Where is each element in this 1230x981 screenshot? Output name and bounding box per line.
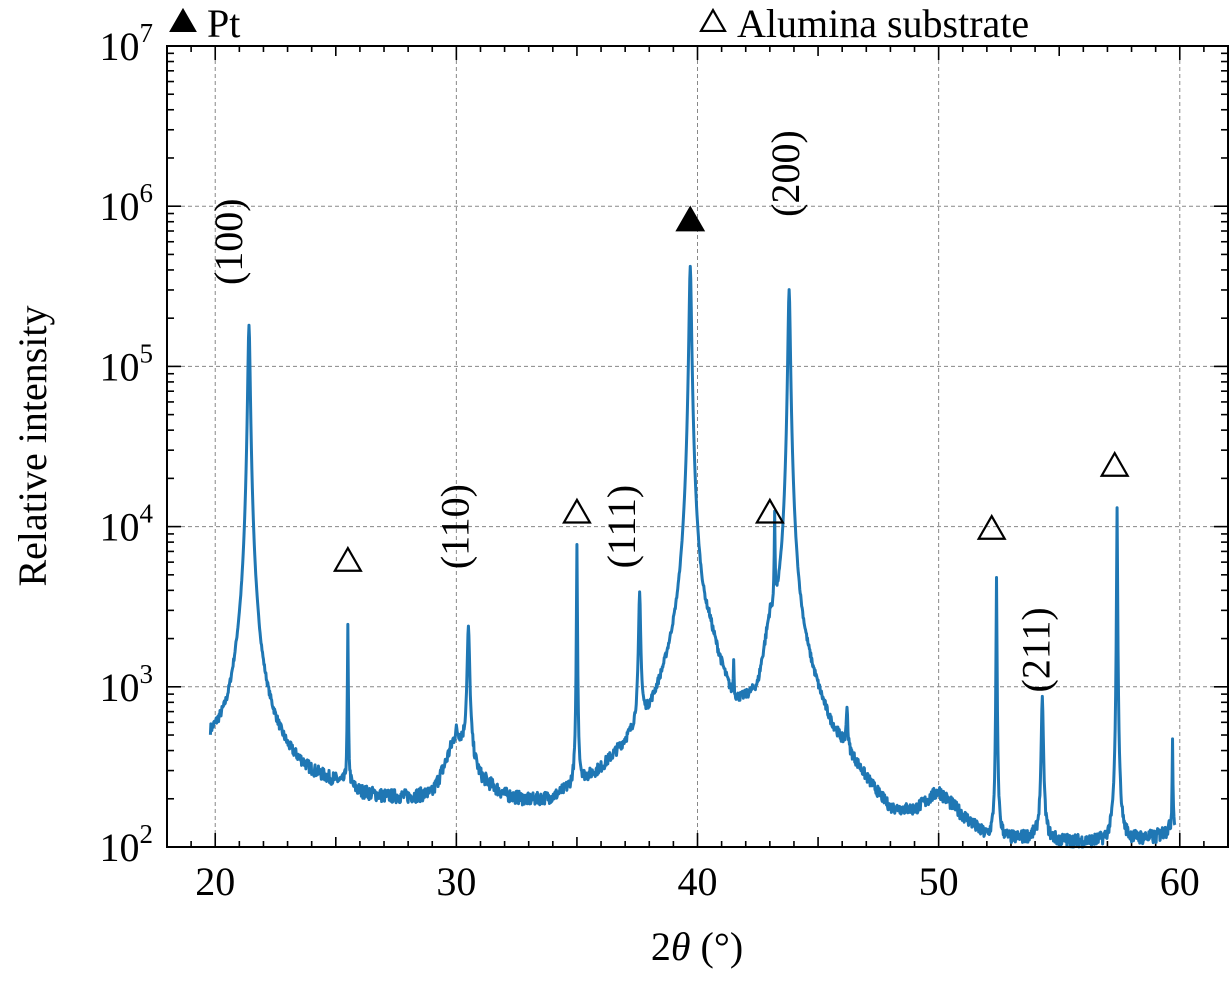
- peak-label: (100): [206, 198, 251, 285]
- x-tick-label: 20: [195, 859, 235, 904]
- pt-peak-marker: [675, 205, 706, 232]
- x-tick-label: 50: [919, 859, 959, 904]
- legend-label: Pt: [207, 1, 240, 46]
- peak-label: (111): [599, 485, 644, 569]
- legend-alumina-marker: [699, 7, 727, 33]
- y-tick-label: 106: [100, 178, 154, 229]
- y-tick-label: 107: [100, 18, 154, 69]
- legend-pt-marker: [169, 7, 197, 33]
- x-tick-labels: 20 30 40 50 60: [195, 859, 1200, 904]
- y-tick-label: 103: [100, 659, 154, 710]
- alumina-peak-marker: [976, 513, 1007, 540]
- peak-label: (200): [763, 130, 808, 217]
- y-tick-label: 104: [100, 499, 154, 550]
- peak-label: (110): [432, 484, 477, 569]
- x-tick-label: 30: [436, 859, 476, 904]
- grid: [167, 46, 1228, 847]
- y-axis-label: Relative intensity: [10, 305, 55, 586]
- peak-annotations: (100) (110) (111) (200) (211): [206, 130, 1059, 692]
- alumina-peak-marker: [754, 497, 785, 524]
- peak-label: (211): [1014, 607, 1059, 692]
- alumina-peak-marker: [1099, 450, 1130, 477]
- x-tick-label: 60: [1160, 859, 1200, 904]
- intensity-series-line: [208, 264, 1177, 849]
- alumina-peak-marker: [562, 497, 592, 524]
- legend-label: Alumina substrate: [737, 1, 1029, 46]
- y-tick-label: 105: [100, 338, 154, 389]
- y-tick-label: 102: [100, 819, 154, 870]
- legend: Pt Alumina substrate: [169, 1, 1029, 46]
- x-tick-label: 40: [678, 859, 718, 904]
- y-tick-labels: 102 103 104 105 106 107: [100, 18, 154, 870]
- alumina-peak-marker: [332, 545, 363, 572]
- x-axis-label: 2θ (°): [651, 924, 743, 969]
- plot-frame: [166, 45, 1229, 848]
- phase-markers: [332, 205, 1130, 572]
